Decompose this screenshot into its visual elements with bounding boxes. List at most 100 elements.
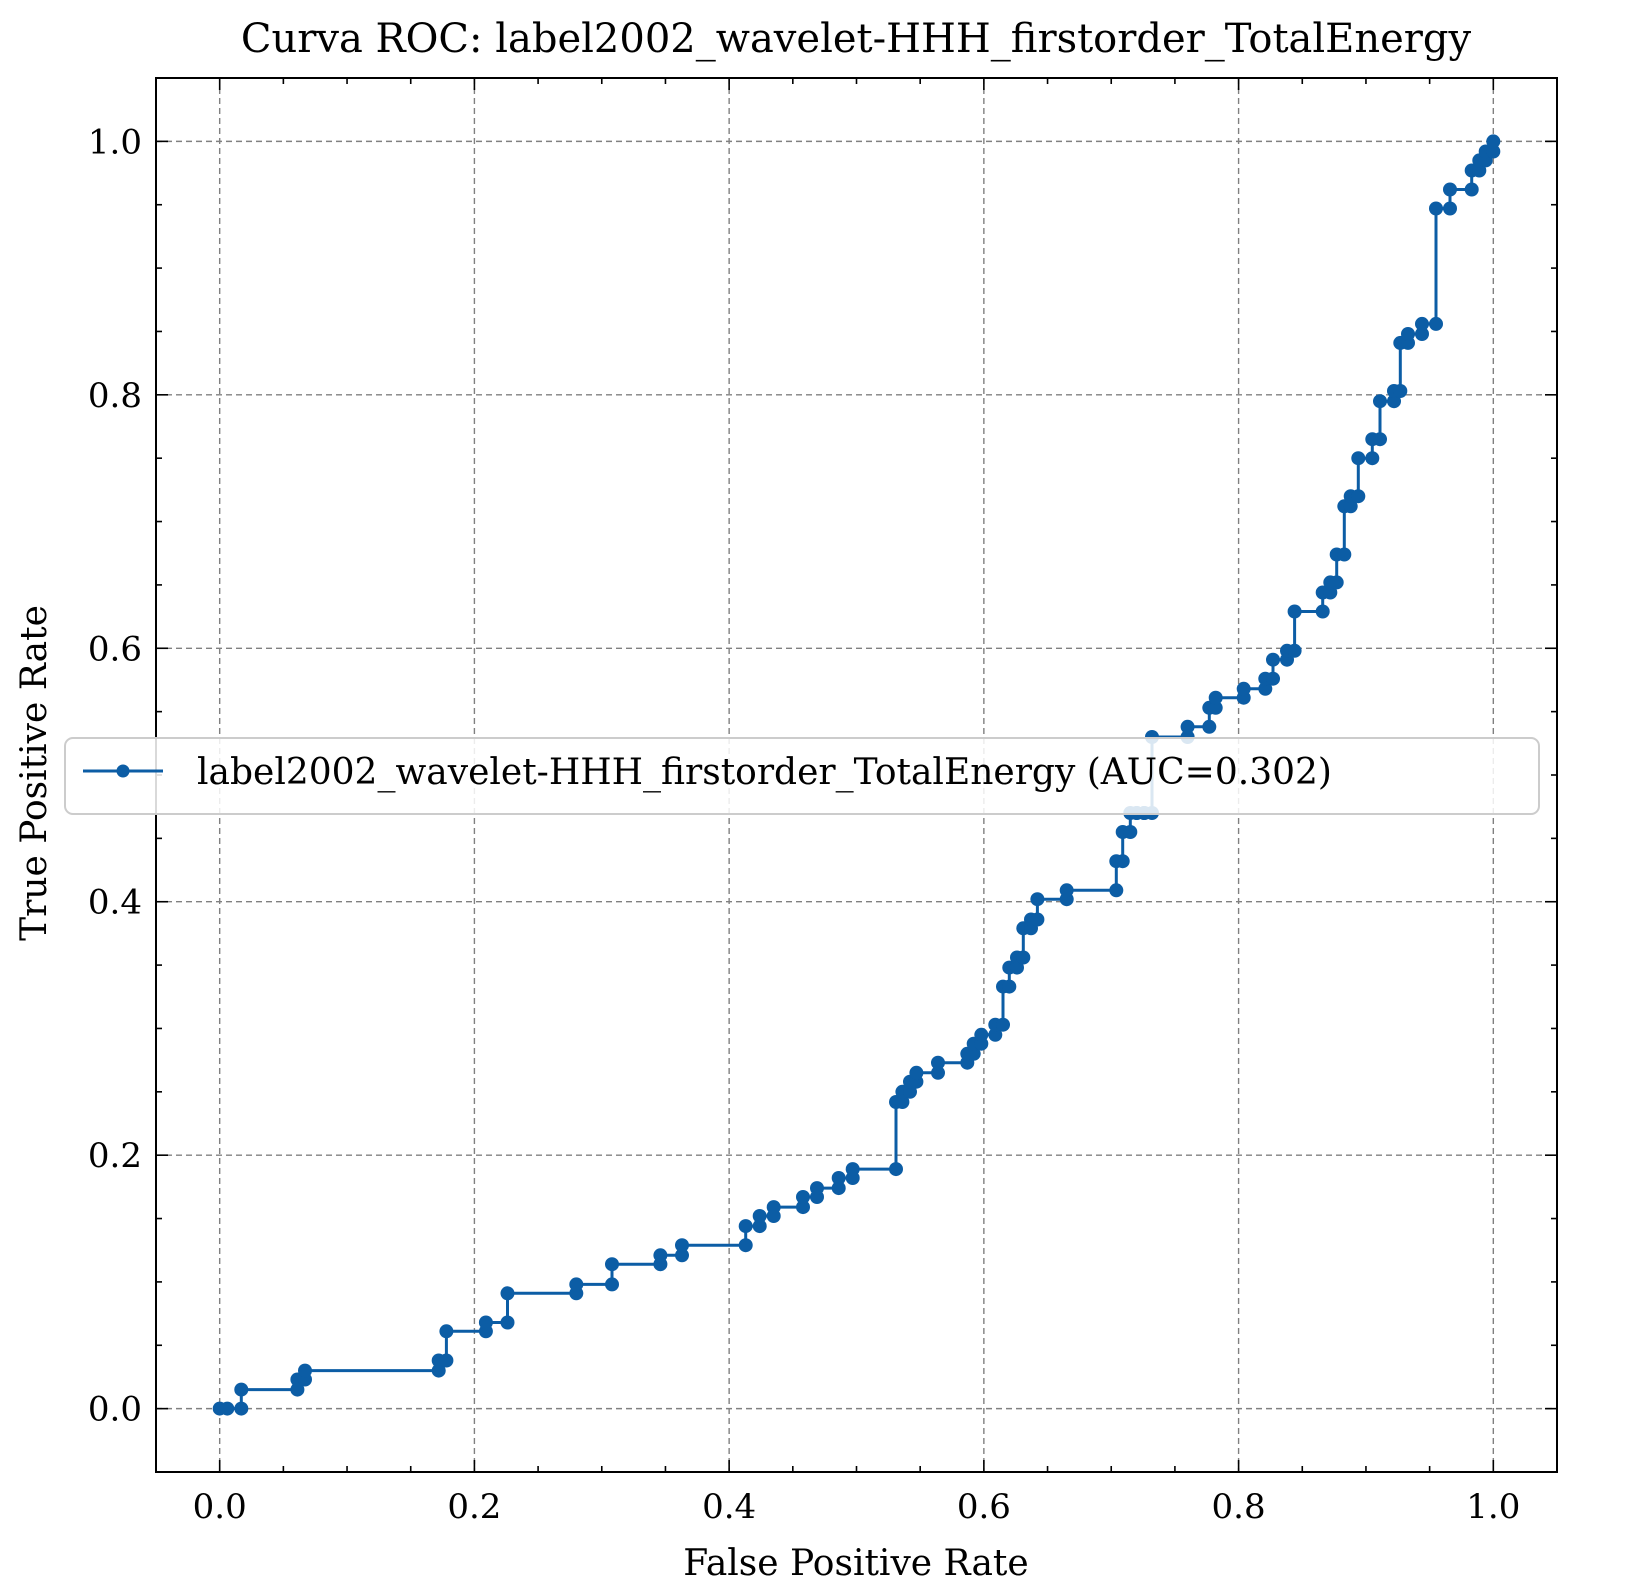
roc-point bbox=[966, 1046, 981, 1061]
roc-point bbox=[738, 1238, 753, 1253]
roc-point bbox=[653, 1248, 668, 1263]
roc-point bbox=[1266, 671, 1280, 686]
roc-point bbox=[796, 1200, 810, 1215]
roc-point bbox=[478, 1315, 493, 1330]
roc-point bbox=[1472, 163, 1487, 178]
roc-point bbox=[831, 1181, 846, 1196]
roc-point bbox=[1030, 912, 1045, 927]
roc-point bbox=[1016, 950, 1031, 965]
roc-point bbox=[1443, 201, 1457, 216]
x-tick-label: 0.4 bbox=[702, 1487, 756, 1527]
roc-point bbox=[675, 1238, 689, 1253]
roc-point bbox=[298, 1363, 312, 1378]
roc-point bbox=[1373, 394, 1387, 409]
roc-point bbox=[1486, 134, 1501, 149]
roc-point bbox=[439, 1324, 454, 1339]
roc-point bbox=[1180, 719, 1195, 734]
y-axis-label: True Positive Rate bbox=[14, 605, 55, 941]
roc-point bbox=[931, 1065, 945, 1080]
roc-point bbox=[1059, 883, 1074, 898]
roc-point bbox=[810, 1181, 824, 1196]
roc-point bbox=[1010, 960, 1024, 975]
roc-point bbox=[439, 1353, 454, 1368]
roc-point bbox=[1464, 182, 1479, 197]
roc-point bbox=[1030, 892, 1045, 907]
legend-box bbox=[64, 737, 1540, 815]
roc-point bbox=[1387, 394, 1401, 409]
roc-point bbox=[1443, 182, 1457, 197]
roc-point bbox=[431, 1363, 446, 1378]
roc-point bbox=[796, 1190, 810, 1204]
roc-point bbox=[889, 1162, 903, 1177]
roc-point bbox=[831, 1171, 846, 1185]
roc-point bbox=[931, 1055, 945, 1070]
roc-point bbox=[234, 1382, 249, 1397]
roc-point bbox=[1258, 681, 1273, 696]
roc-point bbox=[738, 1219, 753, 1234]
roc-point bbox=[569, 1277, 584, 1292]
x-tick-label: 1.0 bbox=[1466, 1487, 1520, 1527]
y-tick-label: 0.8 bbox=[88, 376, 142, 416]
roc-point bbox=[752, 1209, 767, 1223]
roc-point bbox=[1109, 883, 1124, 898]
roc-point bbox=[1343, 499, 1358, 514]
roc-point bbox=[988, 1027, 1003, 1042]
roc-point bbox=[996, 1017, 1010, 1032]
roc-point bbox=[974, 1027, 989, 1042]
roc-point bbox=[1266, 652, 1280, 667]
y-tick-label: 0.4 bbox=[88, 883, 142, 923]
roc-point bbox=[1415, 327, 1429, 341]
roc-point bbox=[1373, 432, 1387, 447]
chart-title: Curva ROC: label2002_wavelet-HHH_firstor… bbox=[241, 16, 1472, 62]
roc-point bbox=[605, 1257, 619, 1272]
roc-point bbox=[1415, 316, 1429, 331]
roc-point bbox=[1287, 643, 1302, 658]
roc-point bbox=[1429, 201, 1443, 216]
roc-point bbox=[1208, 690, 1223, 705]
roc-point bbox=[903, 1084, 917, 1099]
roc-point bbox=[220, 1401, 235, 1416]
roc-point bbox=[752, 1219, 767, 1234]
grid-lines bbox=[156, 78, 1557, 1472]
roc-point bbox=[1337, 547, 1352, 562]
roc-curve bbox=[212, 134, 1501, 1416]
roc-point bbox=[1429, 316, 1443, 331]
roc-point bbox=[1393, 384, 1408, 398]
roc-point bbox=[290, 1382, 305, 1397]
roc-point bbox=[1236, 681, 1251, 696]
y-tick-label: 0.2 bbox=[88, 1136, 142, 1176]
roc-point bbox=[1208, 700, 1223, 715]
roc-point bbox=[1202, 719, 1217, 734]
y-tick-label: 1.0 bbox=[88, 122, 142, 162]
roc-point bbox=[895, 1095, 910, 1109]
x-tick-label: 0.8 bbox=[1212, 1487, 1266, 1527]
roc-point bbox=[500, 1315, 515, 1330]
roc-point bbox=[1351, 451, 1366, 466]
roc-point bbox=[1401, 327, 1415, 341]
roc-point bbox=[234, 1401, 249, 1416]
roc-point bbox=[1287, 604, 1302, 619]
roc-point bbox=[605, 1277, 619, 1292]
roc-point bbox=[1002, 979, 1017, 994]
roc-point bbox=[1315, 604, 1330, 619]
roc-point bbox=[1323, 585, 1338, 600]
roc-point bbox=[1351, 489, 1366, 504]
roc-point bbox=[1365, 451, 1380, 466]
x-tick-label: 0.0 bbox=[193, 1487, 247, 1527]
x-tick-label: 0.6 bbox=[957, 1487, 1011, 1527]
roc-point bbox=[909, 1065, 924, 1080]
y-tick-label: 0.6 bbox=[88, 629, 142, 669]
roc-point bbox=[1486, 144, 1501, 159]
roc-point bbox=[845, 1162, 860, 1177]
roc-point bbox=[1329, 575, 1344, 590]
y-tick-label: 0.0 bbox=[88, 1390, 142, 1430]
roc-point bbox=[1115, 854, 1130, 869]
tick-labels: 0.0 0.2 0.4 0.6 0.8 1.0 0.0 0.2 0.4 0.6 0.8 1.0 bbox=[88, 122, 1520, 1527]
legend-entry-label: label2002_wavelet-HHH_firstorder_TotalEn… bbox=[197, 752, 1332, 793]
legend-point-marker bbox=[116, 764, 130, 778]
x-axis-label: False Positive Rate bbox=[683, 1543, 1028, 1584]
roc-point bbox=[675, 1248, 689, 1263]
legend: label2002_wavelet-HHH_firstorder_TotalEn… bbox=[64, 737, 1540, 815]
roc-point bbox=[766, 1200, 781, 1215]
